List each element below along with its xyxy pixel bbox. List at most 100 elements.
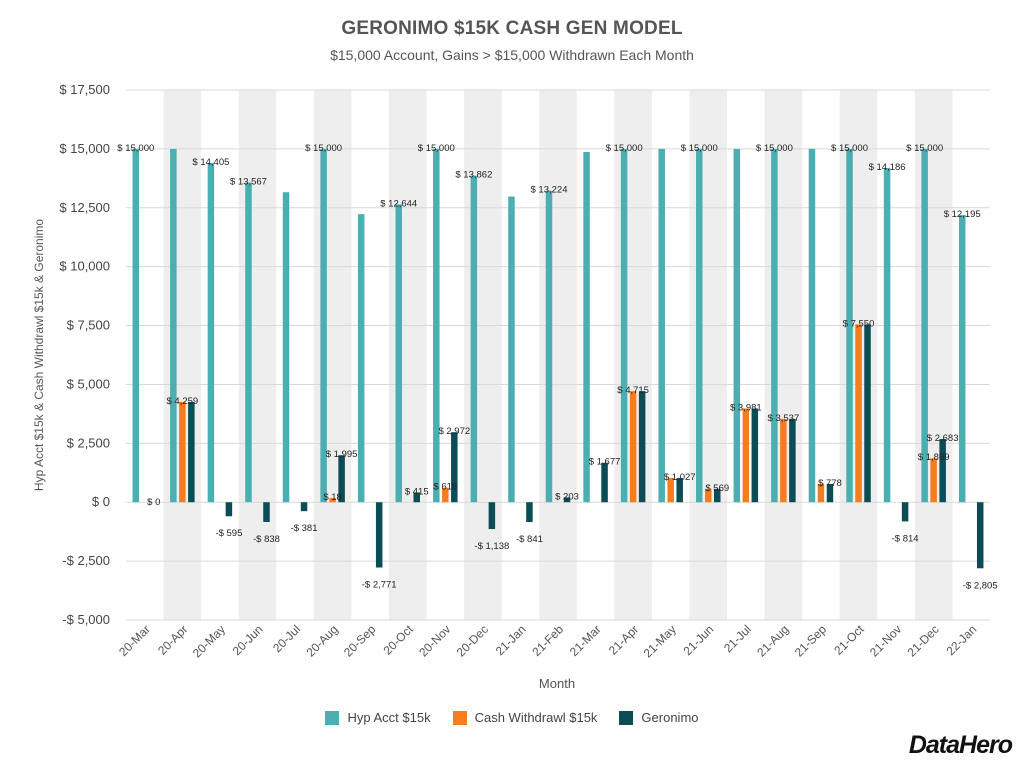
y-axis-label: Hyp Acct $15k & Cash Withdrawl $15k & Ge… [32,219,46,491]
data-label: $ 4,715 [617,385,649,396]
bar-21-Apr-geronimo[interactable] [638,391,646,503]
bar-20-Aug-geronimo[interactable] [338,455,345,503]
y-tick-label: $ 10,000 [59,259,110,274]
bar-20-Apr-cash-withdrawl-15k[interactable] [179,401,186,503]
bar-21-Jun-hyp-acct-15k[interactable] [696,148,703,503]
bar-21-Oct-geronimo[interactable] [864,324,871,503]
bar-21-Mar-hyp-acct-15k[interactable] [583,152,590,503]
bar-21-Jan-hyp-acct-15k[interactable] [508,196,515,503]
bar-20-Jul-geronimo[interactable] [300,502,308,512]
bar-21-Aug-hyp-acct-15k[interactable] [771,148,778,503]
y-axis-ticks: -$ 5,000 -$ 2,500 $ 0 $ 2,500 $ 5,000 $ 7,500… [59,82,110,627]
band-21-Feb [539,90,577,620]
legend-item-geronimo[interactable]: Geronimo [619,710,699,725]
data-label: -$ 838 [253,534,280,545]
data-label: $ 616 [433,482,457,493]
chart-plot: -$ 5,000 -$ 2,500 $ 0 $ 2,500 $ 5,000 $ 7,500… [32,82,998,691]
data-label: $ 0 [147,497,160,508]
bar-20-Oct-hyp-acct-15k[interactable] [395,204,402,503]
band-21-Apr [614,90,652,620]
data-label: -$ 814 [892,533,919,544]
bar-21-May-hyp-acct-15k[interactable] [658,148,665,503]
x-tick-label: 20-Jun [230,622,266,658]
data-label: $ 415 [405,486,429,497]
bar-21-Oct-hyp-acct-15k[interactable] [846,148,853,503]
bar-21-Sep-hyp-acct-15k[interactable] [808,148,816,503]
legend-swatch-geronimo [619,710,634,725]
bar-21-Sep-geronimo[interactable] [826,483,834,503]
data-label: $ 1,027 [664,472,696,483]
bar-20-Jun-hyp-acct-15k[interactable] [245,182,252,503]
bar-21-Oct-cash-withdrawl-15k[interactable] [855,324,862,503]
band-20-Jun [238,90,277,620]
bar-20-Nov-cash-withdrawl-15k[interactable] [442,487,449,503]
data-label: -$ 1,138 [474,541,509,552]
band-20-Aug [313,90,352,620]
x-tick-label: 20-Sep [341,622,378,659]
data-label: $ 778 [818,478,842,489]
bar-22-Jan-hyp-acct-15k[interactable] [958,214,966,503]
bar-20-Jul-hyp-acct-15k[interactable] [282,192,290,503]
legend: Hyp Acct $15k Cash Withdrawl $15k Geroni… [0,710,1024,725]
data-label: $ 18 [323,492,342,503]
x-tick-label: 21-Feb [529,622,566,659]
bar-21-Jul-cash-withdrawl-15k[interactable] [742,408,750,503]
legend-item-cash-withdrawl[interactable]: Cash Withdrawl $15k [452,710,597,725]
bar-20-Aug-cash-withdrawl-15k[interactable] [329,497,336,503]
x-tick-label: 21-Nov [867,622,904,659]
bar-20-Jun-geronimo[interactable] [263,502,270,522]
legend-swatch-cash-withdrawl [452,710,467,725]
bar-21-Aug-cash-withdrawl-15k[interactable] [780,418,787,503]
bar-20-Aug-hyp-acct-15k[interactable] [320,148,327,503]
data-label: $ 4,259 [166,396,198,407]
band-20-Apr [163,90,202,620]
bar-20-Mar-hyp-acct-15k[interactable] [132,148,140,503]
bar-20-Apr-geronimo[interactable] [188,401,195,503]
bar-20-Oct-geronimo[interactable] [413,492,420,503]
bar-21-Jun-cash-withdrawl-15k[interactable] [705,488,712,503]
y-tick-label: $ 15,000 [59,141,110,156]
data-label: $ 15,000 [117,143,154,154]
x-tick-label: 20-Oct [380,622,416,658]
band-21-Jun [689,90,728,620]
bar-21-Jun-geronimo[interactable] [714,488,721,503]
bar-21-Dec-geronimo[interactable] [939,439,946,503]
bar-20-Sep-hyp-acct-15k[interactable] [357,214,365,503]
x-tick-label: 21-Apr [606,622,641,657]
x-tick-label: 20-Dec [454,622,491,659]
bar-21-Jul-geronimo[interactable] [751,408,759,503]
bar-21-Jul-hyp-acct-15k[interactable] [733,148,741,503]
bar-21-Nov-geronimo[interactable] [901,502,909,522]
data-label: $ 15,000 [756,143,793,154]
bar-20-Nov-hyp-acct-15k[interactable] [433,148,440,503]
bar-20-Sep-geronimo[interactable] [375,502,383,568]
x-tick-label: 20-Jul [270,622,303,655]
data-label: $ 3,981 [730,402,762,413]
bar-20-Dec-geronimo[interactable] [488,502,496,530]
bar-21-Apr-hyp-acct-15k[interactable] [620,148,628,503]
bar-21-Nov-hyp-acct-15k[interactable] [883,168,891,503]
y-tick-label: -$ 5,000 [62,612,110,627]
bar-20-Nov-geronimo[interactable] [451,432,458,503]
bar-21-Feb-geronimo[interactable] [563,497,571,503]
bar-21-Dec-cash-withdrawl-15k[interactable] [930,458,937,503]
bar-20-May-hyp-acct-15k[interactable] [207,162,215,503]
bar-21-May-cash-withdrawl-15k[interactable] [667,478,674,503]
x-tick-label: 20-Apr [155,622,190,657]
bar-21-Mar-geronimo[interactable] [601,462,608,503]
bar-21-Feb-hyp-acct-15k[interactable] [545,190,553,503]
bar-20-May-geronimo[interactable] [225,502,233,517]
y-tick-label: -$ 2,500 [62,553,110,568]
bar-21-Jan-geronimo[interactable] [526,502,533,523]
bar-20-Dec-hyp-acct-15k[interactable] [470,175,478,503]
bar-21-Apr-cash-withdrawl-15k[interactable] [629,391,637,503]
bar-20-Apr-hyp-acct-15k[interactable] [170,148,177,503]
bar-22-Jan-geronimo[interactable] [976,502,984,569]
bar-21-May-geronimo[interactable] [676,478,683,503]
bar-21-Aug-geronimo[interactable] [789,418,796,503]
data-label: -$ 841 [516,534,543,545]
bar-21-Sep-cash-withdrawl-15k[interactable] [817,483,825,503]
legend-item-hyp-acct[interactable]: Hyp Acct $15k [325,710,431,725]
bar-21-Dec-hyp-acct-15k[interactable] [921,148,928,503]
x-tick-label: 21-May [641,622,679,660]
